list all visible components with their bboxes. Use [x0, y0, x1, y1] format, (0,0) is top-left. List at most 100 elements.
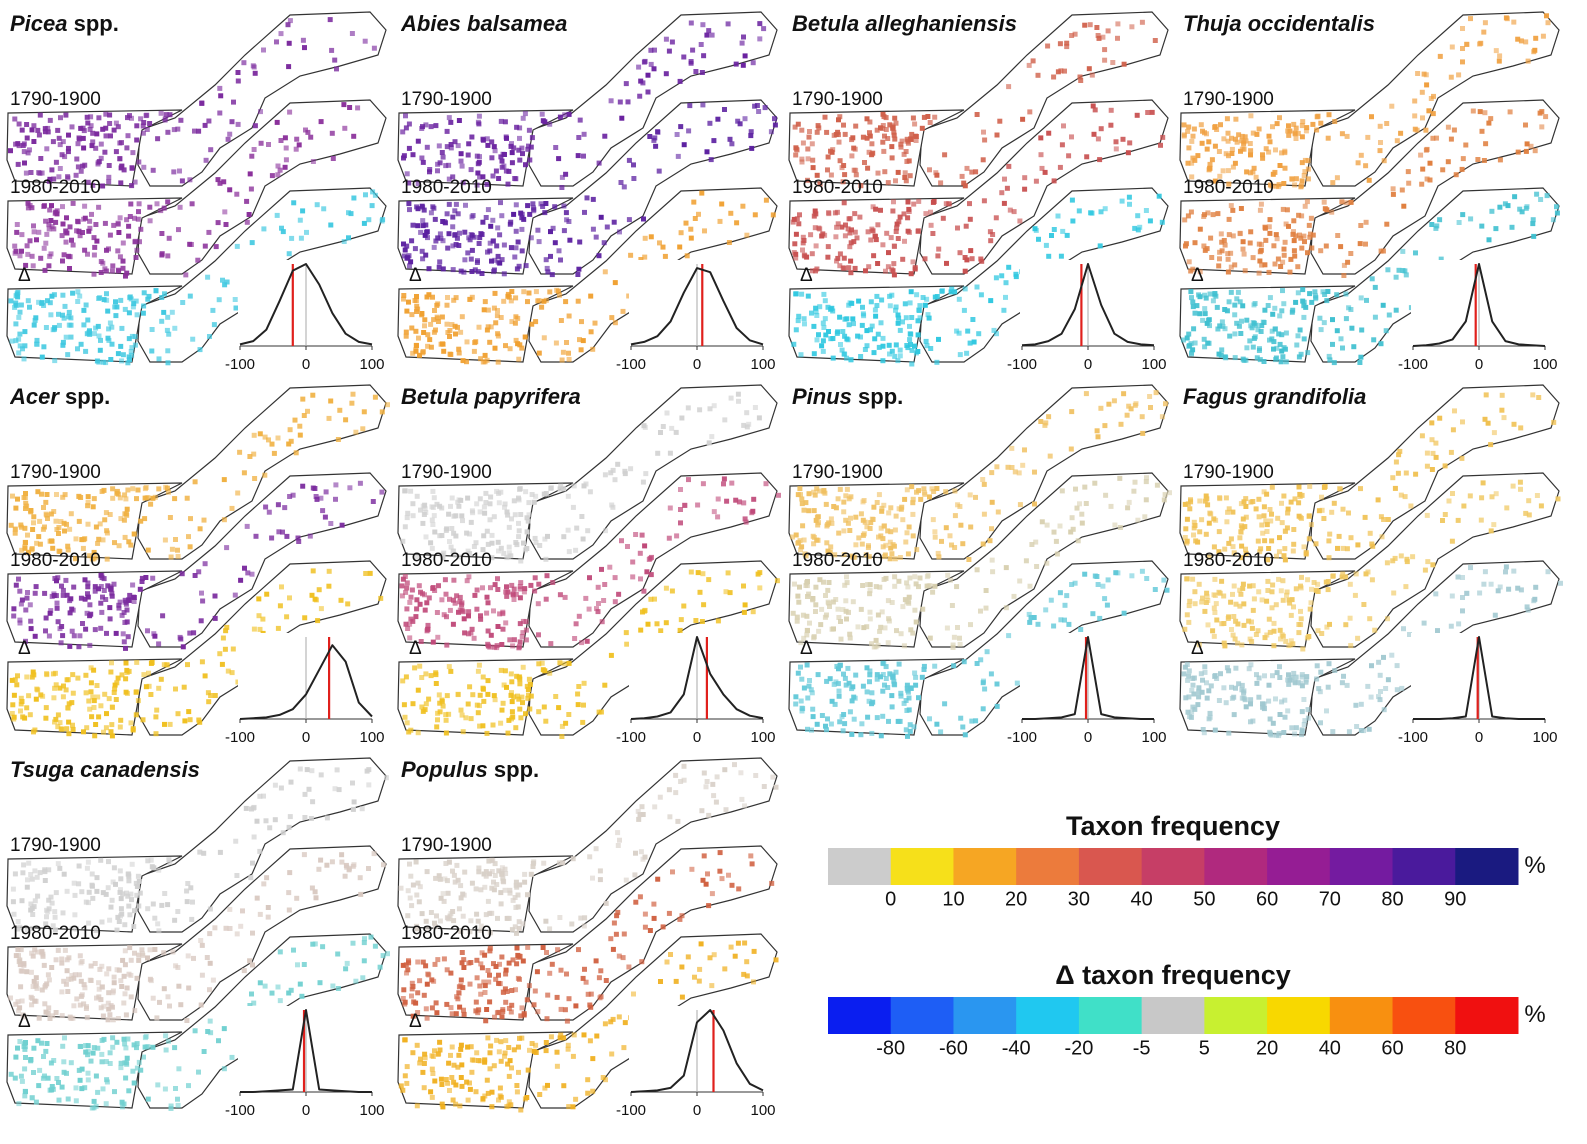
- map-cell: [145, 906, 150, 911]
- map-cell: [1214, 618, 1219, 623]
- map-cell: [483, 353, 488, 358]
- period-label: Δ: [800, 265, 813, 286]
- map-cell: [858, 732, 863, 737]
- map-cell: [123, 600, 128, 605]
- map-cell: [516, 521, 521, 526]
- map-cell: [1531, 234, 1536, 239]
- map-cell: [1314, 677, 1319, 682]
- map-cell: [71, 691, 76, 696]
- map-cell: [838, 663, 843, 668]
- map-cell: [30, 127, 35, 132]
- map-cell: [1004, 565, 1009, 570]
- map-cell: [20, 714, 25, 719]
- map-cell: [171, 169, 176, 174]
- map-cell: [1437, 416, 1442, 421]
- map-cell: [806, 508, 811, 513]
- map-cell: [487, 340, 492, 345]
- x-tick-label: -100: [225, 356, 255, 373]
- map-cell: [1384, 328, 1389, 333]
- map-cell: [796, 600, 801, 605]
- map-cell: [536, 298, 541, 303]
- map-cell: [400, 583, 405, 588]
- map-cell: [1533, 585, 1538, 590]
- map-cell: [1243, 504, 1248, 509]
- map-cell: [112, 540, 117, 545]
- map-cell: [892, 584, 897, 589]
- map-cell: [146, 548, 151, 553]
- map-cell: [613, 575, 618, 580]
- map-cell: [817, 577, 822, 582]
- map-cell: [355, 105, 360, 110]
- map-cell: [517, 707, 522, 712]
- map-cell: [989, 470, 994, 475]
- map-cell: [472, 636, 477, 641]
- map-cell: [1268, 519, 1273, 524]
- map-cell: [436, 319, 441, 324]
- map-cell: [1324, 708, 1329, 713]
- map-cell: [48, 218, 53, 223]
- map-cell: [165, 902, 170, 907]
- map-cell: [119, 164, 124, 169]
- map-cell: [999, 273, 1004, 278]
- map-cell: [496, 540, 501, 545]
- map-cell: [791, 611, 796, 616]
- map-cell: [641, 217, 646, 222]
- map-cell: [1236, 290, 1241, 295]
- map-cell: [539, 305, 544, 310]
- map-cell: [160, 613, 165, 618]
- map-cell: [93, 584, 98, 589]
- map-cell: [875, 715, 880, 720]
- map-cell: [567, 549, 572, 554]
- map-cell: [61, 694, 66, 699]
- map-cell: [1271, 243, 1276, 248]
- map-cell: [1270, 124, 1275, 129]
- map-cell: [1283, 240, 1288, 245]
- map-cell: [1248, 229, 1253, 234]
- map-cell: [408, 489, 413, 494]
- map-cell: [509, 690, 514, 695]
- map-cell: [1142, 514, 1147, 519]
- map-cell: [444, 731, 449, 736]
- map-cell: [521, 541, 526, 546]
- map-cell: [507, 525, 512, 530]
- map-cell: [1443, 463, 1448, 468]
- map-cell: [1463, 143, 1468, 148]
- map-cell: [20, 898, 25, 903]
- map-cell: [74, 228, 79, 233]
- map-cell: [453, 332, 458, 337]
- map-cell: [1300, 675, 1305, 680]
- map-cell: [1113, 570, 1118, 575]
- map-cell: [802, 508, 807, 513]
- map-cell: [106, 246, 111, 251]
- map-cell: [894, 226, 899, 231]
- map-cell: [894, 670, 899, 675]
- map-cell: [254, 534, 259, 539]
- map-cell: [54, 519, 59, 524]
- map-cell: [1346, 305, 1351, 310]
- map-cell: [189, 242, 194, 247]
- map-cell: [1376, 694, 1381, 699]
- map-cell: [716, 618, 721, 623]
- map-cell: [75, 299, 80, 304]
- map-cell: [71, 201, 76, 206]
- map-cell: [1027, 109, 1032, 114]
- map-cell: [1224, 495, 1229, 500]
- map-cell: [898, 555, 903, 560]
- map-cell: [488, 517, 493, 522]
- map-cell: [1456, 621, 1461, 626]
- map-cell: [54, 160, 59, 165]
- map-cell: [932, 529, 937, 534]
- map-cell: [1343, 622, 1348, 627]
- map-cell: [114, 491, 119, 496]
- map-cell: [1096, 136, 1101, 141]
- map-cell: [566, 351, 571, 356]
- map-cell: [867, 591, 872, 596]
- map-cell: [898, 328, 903, 333]
- map-cell: [688, 227, 693, 232]
- map-cell: [1206, 622, 1211, 627]
- map-cell: [1400, 249, 1405, 254]
- map-cell: [43, 241, 48, 246]
- map-cell: [848, 516, 853, 521]
- map-cell: [1186, 145, 1191, 150]
- map-cell: [799, 352, 804, 357]
